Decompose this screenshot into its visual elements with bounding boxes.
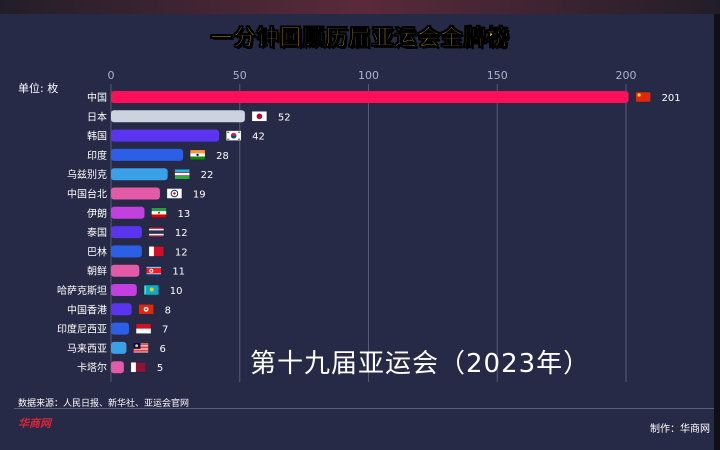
qatar-flag-icon — [130, 362, 147, 373]
value-label: 7 — [162, 325, 168, 336]
right-edge — [714, 14, 720, 450]
value-label: 13 — [177, 209, 190, 220]
category-label: 伊朗 — [87, 208, 107, 220]
x-tick-label: 200 — [616, 69, 637, 82]
value-label: 19 — [193, 190, 206, 201]
category-label: 印度 — [87, 149, 107, 162]
bar-7 — [111, 226, 142, 239]
value-label: 6 — [159, 344, 165, 355]
korea-flag-icon — [225, 130, 242, 141]
bar-13 — [111, 341, 127, 354]
footer-divider — [14, 408, 716, 409]
value-label: 8 — [165, 305, 171, 316]
logo: 华商网 — [18, 417, 51, 430]
bar-2 — [111, 129, 220, 142]
value-label: 201 — [662, 93, 681, 104]
category-label: 中国香港 — [67, 303, 107, 316]
x-tick-label: 0 — [108, 69, 115, 82]
category-label: 乌兹别克 — [67, 168, 107, 181]
bar-1 — [111, 110, 245, 123]
india-flag-icon — [189, 149, 206, 161]
category-label: 卡塔尔 — [77, 361, 107, 374]
category-label: 朝鲜 — [87, 265, 107, 278]
value-label: 22 — [201, 170, 214, 181]
value-label: 42 — [252, 132, 265, 143]
bar-14 — [111, 361, 124, 374]
edition-label: 第十九届亚运会（2023年） — [250, 349, 591, 379]
north-korea-flag-icon — [146, 265, 162, 276]
category-label: 哈萨克斯坦 — [57, 284, 107, 297]
value-label: 12 — [175, 247, 188, 258]
x-tick-label: 100 — [358, 69, 379, 82]
x-tick-label: 150 — [487, 69, 508, 82]
source-label: 数据来源：人民日报、新华社、亚运会官网 — [18, 399, 190, 409]
value-label: 5 — [157, 363, 163, 374]
category-label: 印度尼西亚 — [57, 323, 107, 336]
value-label: 12 — [175, 228, 188, 239]
value-label: 11 — [172, 267, 185, 278]
chinese-taipei-flag-icon — [166, 188, 183, 199]
category-label: 中国台北 — [67, 188, 107, 201]
bar-9 — [111, 264, 140, 277]
kazakhstan-flag-icon — [143, 284, 159, 296]
bar-12 — [111, 322, 130, 335]
bar-5 — [111, 187, 160, 200]
uzbekistan-flag-icon — [174, 168, 190, 180]
category-label: 韩国 — [87, 130, 107, 143]
category-label: 巴林 — [87, 245, 107, 258]
value-label: 28 — [216, 151, 229, 162]
china-flag-icon — [635, 91, 651, 103]
unit-label: 单位: 枚 — [18, 82, 59, 95]
bar-10 — [111, 284, 137, 296]
bar-11 — [111, 303, 132, 316]
bar-8 — [111, 245, 142, 258]
bar-3 — [111, 148, 184, 161]
hong-kong-flag-icon — [138, 304, 154, 315]
thailand-flag-icon — [148, 226, 165, 238]
category-label: 马来西亚 — [67, 343, 107, 355]
bar-4 — [111, 168, 168, 181]
top-band — [0, 0, 720, 14]
category-label: 日本 — [87, 110, 107, 123]
bar-6 — [111, 206, 145, 219]
category-label: 泰国 — [87, 226, 107, 239]
bar-0 — [111, 91, 629, 103]
bahrain-flag-icon — [148, 246, 165, 257]
value-label: 52 — [278, 112, 291, 123]
category-label: 中国 — [87, 91, 107, 104]
japan-flag-icon — [251, 111, 268, 122]
iran-flag-icon — [151, 207, 167, 219]
indonesia-flag-icon — [135, 323, 152, 334]
malaysia-flag-icon — [133, 342, 149, 354]
x-tick-label: 50 — [233, 69, 247, 82]
value-label: 10 — [170, 286, 183, 297]
credit-label: 制作：华商网 — [650, 424, 710, 435]
chart-title: 一分钟回顾历届亚运会金牌榜 — [210, 26, 510, 52]
